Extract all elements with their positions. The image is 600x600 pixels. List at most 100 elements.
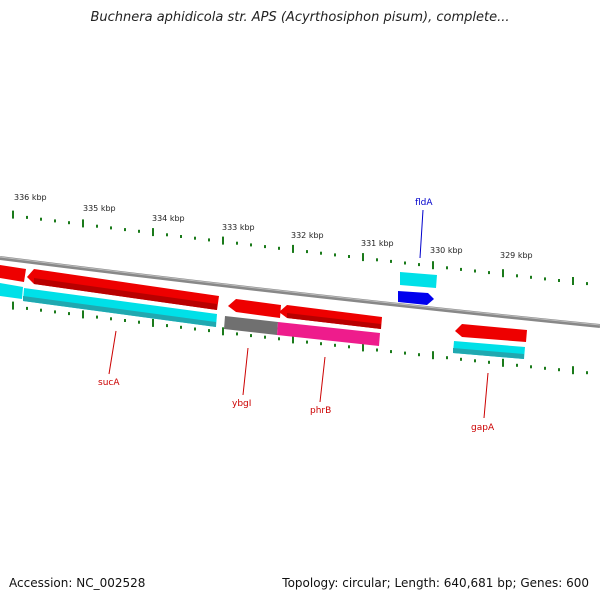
upper-tick-mark xyxy=(180,235,182,238)
upper-tick-mark xyxy=(334,253,336,257)
leader-phrb xyxy=(319,356,326,403)
upper-tick-mark xyxy=(124,228,126,232)
upper-tick-mark xyxy=(488,271,490,275)
gene-label-gapa[interactable]: gapA xyxy=(471,423,495,433)
lower-tick-mark xyxy=(488,360,490,364)
feature-track xyxy=(0,265,527,359)
lower-tick-mark xyxy=(208,329,210,333)
scale-label: 330 kbp xyxy=(430,246,463,255)
rna-feature-phrb[interactable] xyxy=(277,322,380,346)
gene-feature-phrb-shade xyxy=(287,313,381,329)
scale-label: 329 kbp xyxy=(500,251,533,260)
lower-tick-mark xyxy=(194,327,196,331)
lower-tick-mark xyxy=(390,350,392,354)
lower-tick-mark xyxy=(530,365,532,369)
gene-feature-flda[interactable] xyxy=(398,291,434,305)
upper-tick-mark xyxy=(292,244,294,253)
lower-tick-mark xyxy=(306,340,308,344)
label-leaders xyxy=(108,209,489,419)
lower-tick-mark xyxy=(474,359,476,363)
upper-tick-mark xyxy=(236,241,238,245)
gene-feature-ybgi[interactable] xyxy=(228,299,281,318)
upper-tick-mark xyxy=(544,277,546,281)
scale-label: 336 kbp xyxy=(14,193,47,202)
lower-tick-mark xyxy=(12,301,14,310)
upper-tick-mark xyxy=(530,275,532,279)
scale-label: 334 kbp xyxy=(152,214,185,223)
upper-tick-mark xyxy=(40,217,42,221)
lower-tick-mark xyxy=(54,310,56,314)
upper-tick-mark xyxy=(12,210,14,219)
lower-tick-mark xyxy=(222,327,224,336)
upper-tick-mark xyxy=(138,229,140,233)
lower-tick-mark xyxy=(376,348,378,352)
upper-tick-mark xyxy=(250,243,252,247)
upper-tick-mark xyxy=(264,245,266,249)
gene-label-phrb[interactable]: phrB xyxy=(310,406,331,416)
lower-tick-mark xyxy=(432,351,434,360)
upper-tick-mark xyxy=(446,266,448,270)
lower-tick-mark xyxy=(292,335,294,344)
lower-tick-mark xyxy=(236,332,238,336)
scale-label: 332 kbp xyxy=(291,231,324,240)
upper-tick-mark xyxy=(460,267,462,271)
gene-feature-gapa[interactable] xyxy=(455,324,527,342)
lower-tick-mark xyxy=(278,337,280,341)
leader-suca xyxy=(108,330,117,375)
upper-tick-mark xyxy=(404,261,406,265)
rna-feature-suca-shade xyxy=(23,296,216,327)
upper-tick-mark xyxy=(572,277,574,285)
lower-tick-mark xyxy=(586,371,588,375)
upper-tick-mark xyxy=(68,221,70,225)
lower-tick-mark xyxy=(362,343,364,352)
upper-tick-mark xyxy=(96,224,98,228)
upper-tick-track xyxy=(12,210,588,286)
gene-feature-left-edge[interactable] xyxy=(0,265,26,282)
lower-tick-mark xyxy=(250,334,252,338)
scale-label: 333 kbp xyxy=(222,223,255,232)
upper-tick-mark xyxy=(208,238,210,242)
lower-tick-mark xyxy=(152,318,154,327)
upper-tick-mark xyxy=(82,219,84,228)
accession-text: Accession: NC_002528 xyxy=(9,576,146,590)
upper-tick-mark xyxy=(586,282,588,286)
genome-backbone xyxy=(0,256,600,328)
scale-label: 331 kbp xyxy=(361,239,394,248)
lower-tick-mark xyxy=(446,356,448,360)
pseudo-feature-ybgi[interactable] xyxy=(224,316,278,335)
upper-tick-mark xyxy=(306,250,308,254)
scale-label: 335 kbp xyxy=(83,204,116,213)
upper-tick-mark xyxy=(418,263,420,267)
upper-tick-mark xyxy=(516,274,518,278)
gene-labels: sucA ybgI phrB gapA fldA xyxy=(98,198,495,433)
upper-tick-mark xyxy=(194,236,196,240)
lower-tick-mark xyxy=(68,312,70,316)
lower-tick-mark xyxy=(180,325,182,329)
lower-tick-mark xyxy=(544,366,546,370)
leader-ybgi xyxy=(242,347,249,396)
upper-tick-mark xyxy=(26,215,28,219)
upper-tick-mark xyxy=(348,255,350,258)
scale-labels: 336 kbp 335 kbp 334 kbp 333 kbp 332 kbp … xyxy=(14,193,533,260)
lower-tick-mark xyxy=(404,351,406,355)
lower-tick-mark xyxy=(26,306,28,310)
gene-label-flda[interactable]: fldA xyxy=(415,198,433,208)
upper-tick-mark xyxy=(558,279,560,282)
lower-tick-mark xyxy=(502,358,504,367)
gene-label-ybgi[interactable]: ybgI xyxy=(232,399,251,409)
lower-tick-mark xyxy=(320,342,322,346)
map-title: Buchnera aphidicola str. APS (Acyrthosip… xyxy=(90,10,510,25)
lower-tick-mark xyxy=(572,366,574,375)
leader-flda xyxy=(419,209,424,259)
gene-label-suca[interactable]: sucA xyxy=(98,378,120,388)
lower-tick-mark xyxy=(348,345,350,349)
upper-tick-mark xyxy=(362,253,364,262)
lower-tick-mark xyxy=(82,310,84,319)
upper-tick-mark xyxy=(432,261,434,270)
lower-tick-mark xyxy=(138,320,140,324)
rna-feature-flda[interactable] xyxy=(400,272,437,288)
upper-tick-mark xyxy=(502,269,504,278)
upper-tick-mark xyxy=(54,219,56,223)
rna-feature-left-edge[interactable] xyxy=(0,283,23,299)
